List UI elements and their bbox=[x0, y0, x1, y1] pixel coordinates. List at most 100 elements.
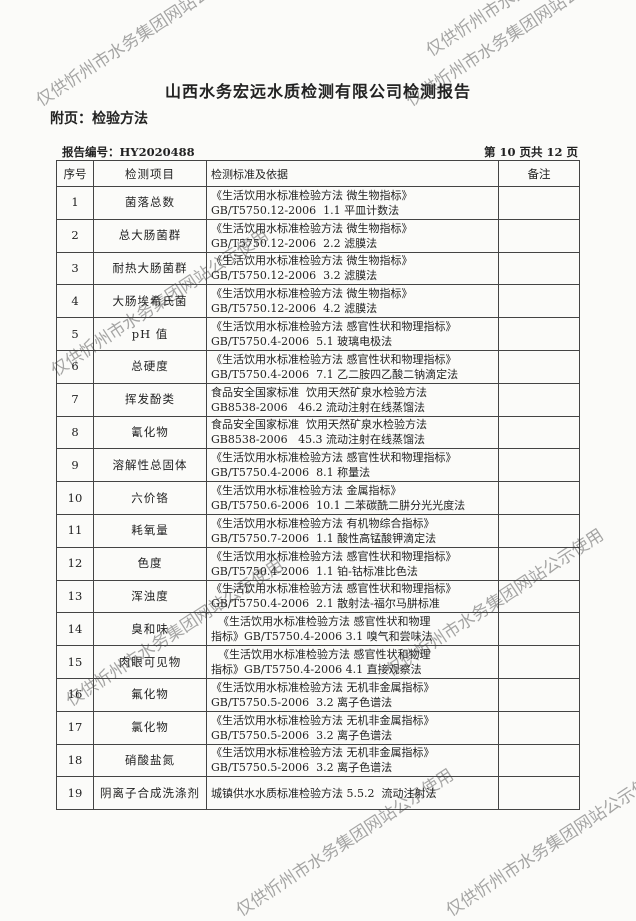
standard-line1: 《生活饮用水标准检验方法 感官性状和物理指标》 bbox=[211, 549, 457, 563]
standard-line1: 《生活饮用水标准检验方法 感官性状和物理指标》 bbox=[211, 320, 457, 334]
row-standard: 食品安全国家标准 饮用天然矿泉水检验方法 GB8538-2006 46.2 流动注… bbox=[206, 382, 499, 417]
row-no: 14 bbox=[56, 612, 94, 647]
row-note bbox=[498, 579, 580, 614]
row-no: 5 bbox=[56, 317, 94, 351]
row-note bbox=[498, 415, 580, 450]
standard-line1: 《生活饮用水标准检验方法 无机非金属指标》 bbox=[211, 746, 435, 760]
row-note bbox=[498, 546, 580, 581]
table-row: 12 色度 《生活饮用水标准检验方法 感官性状和物理指标》 GB/T5750.4-… bbox=[56, 546, 580, 581]
row-no: 11 bbox=[56, 513, 94, 548]
table-row: 14 臭和味 《生活饮用水标准检验方法 感官性状和物理 指标》GB/T5750.4… bbox=[56, 612, 580, 647]
standard-line2: GB/T5750.4-2006 7.1 乙二胺四乙酸二钠滴定法 bbox=[211, 367, 459, 381]
row-no: 1 bbox=[56, 186, 94, 220]
standard-line2: GB/T5750.4-2006 1.1 铂-钴标准比色法 bbox=[211, 564, 418, 578]
standard-line1: 《生活饮用水标准检验方法 感官性状和物理指标》 bbox=[211, 451, 457, 465]
table-row: 17 氯化物 《生活饮用水标准检验方法 无机非金属指标》 GB/T5750.5-2… bbox=[56, 710, 580, 745]
col-standard: 检测标准及依据 bbox=[206, 160, 499, 187]
row-item: 总大肠菌群 bbox=[93, 218, 207, 253]
row-item: 氟化物 bbox=[93, 677, 207, 712]
row-no: 15 bbox=[56, 645, 94, 679]
row-item: pH 值 bbox=[93, 317, 207, 351]
row-no: 8 bbox=[56, 415, 94, 450]
standard-line2: GB/T5750.5-2006 3.2 离子色谱法 bbox=[211, 761, 393, 775]
col-no: 序号 bbox=[56, 160, 94, 187]
table-row: 9 溶解性总固体 《生活饮用水标准检验方法 感官性状和物理指标》 GB/T5750… bbox=[56, 448, 580, 483]
standard-line2: GB/T5750.12-2006 1.1 平皿计数法 bbox=[211, 203, 400, 217]
row-standard: 《生活饮用水标准检验方法 无机非金属指标》 GB/T5750.5-2006 3.2… bbox=[206, 677, 499, 712]
standard-line2: GB/T5750.7-2006 1.1 酸性高锰酸钾滴定法 bbox=[211, 531, 437, 545]
row-note bbox=[498, 677, 580, 712]
watermark: 仅供忻州市水务集团网站公示使用 bbox=[420, 0, 636, 61]
row-note bbox=[498, 251, 580, 286]
standard-line2: GB/T5750.5-2006 3.2 离子色谱法 bbox=[211, 728, 393, 742]
row-note bbox=[498, 710, 580, 745]
row-note bbox=[498, 513, 580, 548]
standard-line2: GB/T5750.6-2006 10.1 二苯碳酰二肼分光光度法 bbox=[211, 499, 466, 513]
row-standard: 《生活饮用水标准检验方法 感官性状和物理 指标》GB/T5750.4-2006 3… bbox=[206, 612, 499, 647]
row-note bbox=[498, 776, 580, 811]
row-no: 12 bbox=[56, 546, 94, 581]
table-row: 6 总硬度 《生活饮用水标准检验方法 感官性状和物理指标》 GB/T5750.4-… bbox=[56, 349, 580, 384]
standard-line2: GB8538-2006 46.2 流动注射在线蒸馏法 bbox=[211, 400, 426, 414]
table-row: 16 氟化物 《生活饮用水标准检验方法 无机非金属指标》 GB/T5750.5-2… bbox=[56, 677, 580, 712]
row-item: 肉眼可见物 bbox=[93, 645, 207, 679]
row-item: 氯化物 bbox=[93, 710, 207, 745]
row-note bbox=[498, 743, 580, 778]
table-row: 11 耗氧量 《生活饮用水标准检验方法 有机物综合指标》 GB/T5750.7-2… bbox=[56, 513, 580, 548]
standard-line1: 《生活饮用水标准检验方法 无机非金属指标》 bbox=[211, 680, 435, 694]
table-row: 5 pH 值 《生活饮用水标准检验方法 感官性状和物理指标》 GB/T5750.4… bbox=[56, 317, 580, 351]
row-item: 臭和味 bbox=[93, 612, 207, 647]
table-row: 2 总大肠菌群 《生活饮用水标准检验方法 微生物指标》 GB/T5750.12-2… bbox=[56, 218, 580, 253]
table-row: 10 六价铬 《生活饮用水标准检验方法 金属指标》 GB/T5750.6-2006… bbox=[56, 481, 580, 515]
report-number: 报告编号：HY2020488 bbox=[62, 145, 195, 159]
table-row: 19 阴离子合成洗涤剂 城镇供水水质标准检验方法 5.5.2 流动注射法 bbox=[56, 776, 580, 811]
row-standard: 《生活饮用水标准检验方法 微生物指标》 GB/T5750.12-2006 3.2 … bbox=[206, 251, 499, 286]
standard-line2: GB/T5750.12-2006 4.2 滤膜法 bbox=[211, 302, 378, 316]
standard-line1: 《生活饮用水标准检验方法 感官性状和物理 bbox=[211, 615, 431, 629]
row-no: 16 bbox=[56, 677, 94, 712]
row-note bbox=[498, 349, 580, 384]
row-item: 色度 bbox=[93, 546, 207, 581]
row-note bbox=[498, 481, 580, 515]
table-row: 8 氰化物 食品安全国家标准 饮用天然矿泉水检验方法 GB8538-2006 45… bbox=[56, 415, 580, 450]
page-info: 第 10 页共 12 页 bbox=[483, 145, 578, 159]
row-item: 溶解性总固体 bbox=[93, 448, 207, 483]
row-standard: 《生活饮用水标准检验方法 感官性状和物理 指标》GB/T5750.4-2006 4… bbox=[206, 645, 499, 679]
row-standard: 《生活饮用水标准检验方法 微生物指标》 GB/T5750.12-2006 2.2 … bbox=[206, 218, 499, 253]
standard-line1: 《生活饮用水标准检验方法 感官性状和物理指标》 bbox=[211, 352, 457, 366]
row-item: 硝酸盐氮 bbox=[93, 743, 207, 778]
standard-line1: 《生活饮用水标准检验方法 感官性状和物理 bbox=[211, 648, 431, 662]
table-row: 1 菌落总数 《生活饮用水标准检验方法 微生物指标》 GB/T5750.12-20… bbox=[56, 186, 580, 220]
row-note bbox=[498, 448, 580, 483]
row-standard: 食品安全国家标准 饮用天然矿泉水检验方法 GB8538-2006 45.3 流动注… bbox=[206, 415, 499, 450]
standard-line1: 《生活饮用水标准检验方法 感官性状和物理指标》 bbox=[211, 582, 457, 596]
table-row: 18 硝酸盐氮 《生活饮用水标准检验方法 无机非金属指标》 GB/T5750.5-… bbox=[56, 743, 580, 778]
row-item: 阴离子合成洗涤剂 bbox=[93, 776, 207, 811]
row-standard: 《生活饮用水标准检验方法 感官性状和物理指标》 GB/T5750.4-2006 1… bbox=[206, 546, 499, 581]
row-item: 大肠埃希氏菌 bbox=[93, 284, 207, 319]
row-item: 耗氧量 bbox=[93, 513, 207, 548]
row-standard: 《生活饮用水标准检验方法 感官性状和物理指标》 GB/T5750.4-2006 5… bbox=[206, 317, 499, 351]
table-row: 7 挥发酚类 食品安全国家标准 饮用天然矿泉水检验方法 GB8538-2006 4… bbox=[56, 382, 580, 417]
row-note bbox=[498, 186, 580, 220]
row-standard: 《生活饮用水标准检验方法 感官性状和物理指标》 GB/T5750.4-2006 8… bbox=[206, 448, 499, 483]
standard-line1: 食品安全国家标准 饮用天然矿泉水检验方法 bbox=[211, 418, 427, 432]
row-note bbox=[498, 612, 580, 647]
row-no: 2 bbox=[56, 218, 94, 253]
row-no: 17 bbox=[56, 710, 94, 745]
row-no: 19 bbox=[56, 776, 94, 811]
row-item: 六价铬 bbox=[93, 481, 207, 515]
standard-line2: GB/T5750.4-2006 5.1 玻璃电极法 bbox=[211, 335, 393, 349]
row-standard: 《生活饮用水标准检验方法 微生物指标》 GB/T5750.12-2006 4.2 … bbox=[206, 284, 499, 319]
standard-line1: 《生活饮用水标准检验方法 无机非金属指标》 bbox=[211, 713, 435, 727]
col-item: 检测项目 bbox=[93, 160, 207, 187]
standard-line1: 《生活饮用水标准检验方法 微生物指标》 bbox=[211, 287, 413, 301]
standard-line2: GB/T5750.4-2006 8.1 称量法 bbox=[211, 466, 371, 480]
table-row: 4 大肠埃希氏菌 《生活饮用水标准检验方法 微生物指标》 GB/T5750.12-… bbox=[56, 284, 580, 319]
standard-line2: GB/T5750.12-2006 3.2 滤膜法 bbox=[211, 269, 378, 283]
row-no: 10 bbox=[56, 481, 94, 515]
standard-line2: 指标》GB/T5750.4-2006 4.1 直接观察法 bbox=[211, 663, 422, 677]
row-item: 挥发酚类 bbox=[93, 382, 207, 417]
standard-line1: 《生活饮用水标准检验方法 微生物指标》 bbox=[211, 221, 413, 235]
appendix-title: 附页：检验方法 bbox=[50, 111, 148, 127]
